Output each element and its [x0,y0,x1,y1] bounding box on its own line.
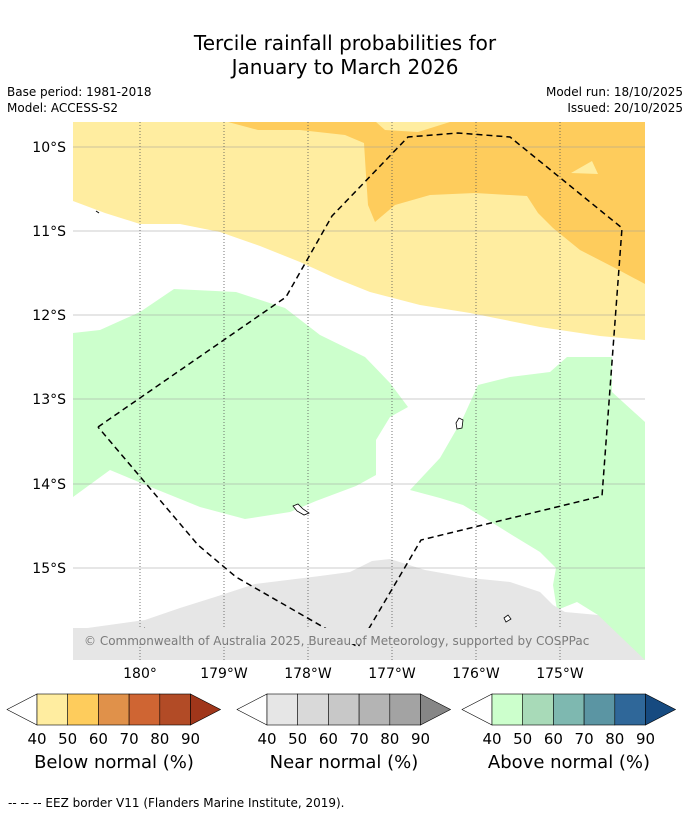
lat-tick-14s: 14°S [32,477,66,493]
near-normal-colorbar-tick: 40 [257,730,276,748]
above-normal-colorbar-cell [553,693,585,726]
lat-tick-15s: 15°S [32,561,66,577]
below-normal-colorbar-tick: 70 [120,730,139,748]
above-normal-colorbar-cell [614,693,646,726]
above-normal-colorbar-tick: 60 [544,730,563,748]
above-normal-colorbar-tick: 40 [482,730,501,748]
lat-gridlines [73,146,645,569]
lat-tick-13s: 13°S [32,392,66,408]
near-normal-colorbar-tick: 90 [411,730,430,748]
lon-tick-175w: 175°W [536,666,584,682]
lon-tick-176w: 176°W [452,666,500,682]
below-normal-colorbar-tick: 50 [58,730,77,748]
issued-date: Issued: 20/10/2025 [567,101,683,115]
near-normal-colorbar-cell [358,693,391,726]
near-normal-colorbar-cell [328,693,360,726]
above-normal-colorbar-tick: 90 [636,730,655,748]
below-normal-pocket [376,122,450,132]
model-name: Model: ACCESS-S2 [7,101,119,115]
lon-tick-180: 180° [123,666,157,682]
model-run: Model run: 18/10/2025 [545,85,683,99]
above-normal-label: Above normal (%) [487,752,651,773]
below-normal-colorbar-cell [98,693,130,726]
below-normal-islet [571,161,598,174]
above-normal-west-region [73,289,408,519]
lon-tick-177w: 177°W [368,666,416,682]
near-normal-colorbar: 40 50 60 70 80 90 [236,693,452,748]
below-normal-colorbar-max-arrow [190,693,222,726]
near-normal-colorbar-tick: 70 [350,730,369,748]
near-normal-colorbar-tick: 80 [380,730,399,748]
below-normal-colorbar-tick: 90 [181,730,200,748]
near-normal-colorbar-cell [297,693,329,726]
eez-border [97,132,623,649]
below-normal-colorbar-tick: 40 [27,730,46,748]
near-normal-colorbar-tick: 50 [288,730,307,748]
above-normal-colorbar-cell [522,693,554,726]
island-uvea [455,417,464,430]
island-futuna [292,503,310,516]
island-north-islet [95,210,100,214]
above-normal-colorbar-tick: 80 [605,730,624,748]
lat-tick-11s: 11°S [32,224,66,240]
below-normal-colorbar: 40 50 60 70 80 90 [6,693,222,748]
island-niuafoou [503,614,512,623]
near-normal-colorbar-cell [266,693,299,726]
base-period: Base period: 1981-2018 [7,85,152,99]
lon-tick-178w: 178°W [284,666,332,682]
lat-tick-12s: 12°S [32,308,66,324]
chart-title-line1: Tercile rainfall probabilities for [193,31,497,55]
above-normal-colorbar-cell [583,693,616,726]
near-normal-colorbar-tick: 60 [319,730,338,748]
near-normal-colorbar-max-arrow [420,693,452,726]
below-normal-colorbar-cell [128,693,161,726]
copyright-band [73,628,595,644]
above-normal-colorbar-min-arrow [461,693,493,726]
below-normal-colorbar-tick: 60 [89,730,108,748]
copyright-text: © Commonwealth of Australia 2025, Bureau… [84,634,589,648]
below-normal-colorbar-tick: 80 [150,730,169,748]
above-normal-colorbar-max-arrow [645,693,677,726]
lat-tick-10s: 10°S [32,140,66,156]
below-normal-colorbar-cell [36,693,69,726]
above-normal-colorbar: 40 50 60 70 80 90 [461,693,677,748]
below-normal-colorbar-cell [159,693,191,726]
lat-tick-labels: 10°S 11°S 12°S 13°S 14°S 15°S [32,140,66,577]
near-normal-label: Near normal (%) [269,752,419,773]
map-panel: © Commonwealth of Australia 2025, Bureau… [73,122,645,660]
above-normal-colorbar-cell [491,693,524,726]
above-normal-east-region [410,357,645,660]
below-normal-colorbar-cell [67,693,99,726]
chart-title-line2: January to March 2026 [231,55,459,79]
below-normal-label: Below normal (%) [34,752,194,773]
lon-tick-labels: 180° 179°W 178°W 177°W 176°W 175°W [123,666,584,682]
lon-tick-179w: 179°W [200,666,248,682]
near-normal-colorbar-min-arrow [236,693,268,726]
colorbars: 40 50 60 70 80 90 40 50 60 70 80 90 40 50 60 70 80 90 [6,693,677,748]
above-normal-colorbar-tick: 70 [575,730,594,748]
above-normal-colorbar-tick: 50 [513,730,532,748]
near-normal-colorbar-cell [389,693,421,726]
below-normal-colorbar-min-arrow [6,693,38,726]
eez-legend-note: -- -- -- EEZ border V11 (Flanders Marine… [8,796,345,810]
